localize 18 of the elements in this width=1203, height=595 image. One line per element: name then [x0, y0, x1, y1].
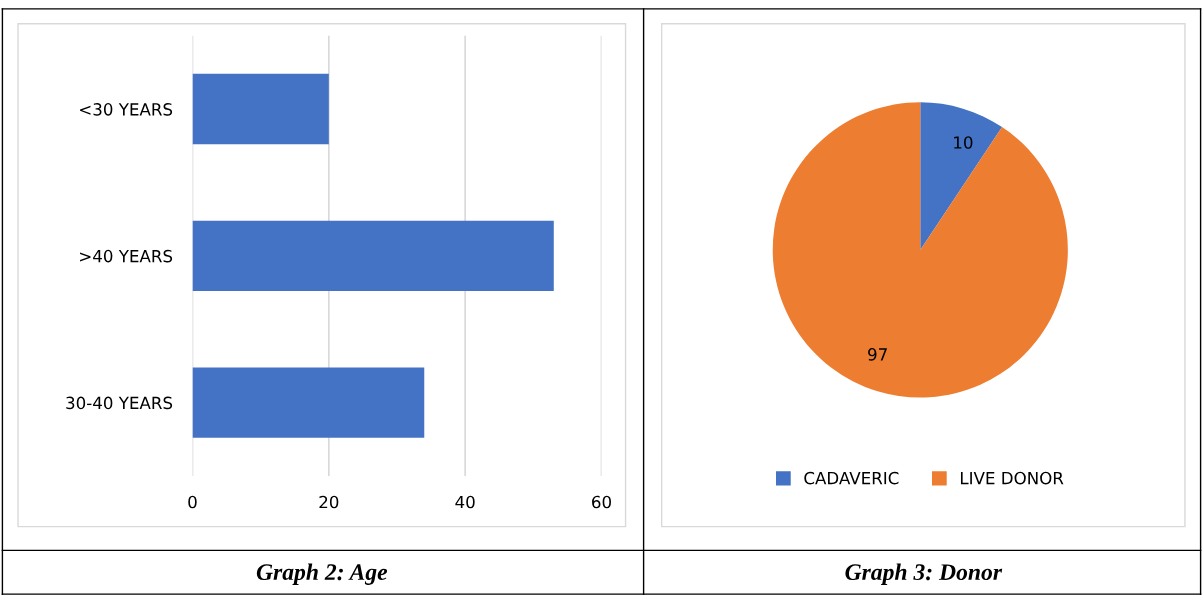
bar — [192, 73, 329, 145]
legend-label: CADAVERIC — [804, 471, 899, 485]
legend-label: LIVE DONOR — [960, 471, 1064, 485]
data-label: 10 — [954, 136, 973, 149]
y-tick-label: 30-40 YEARS — [66, 396, 173, 410]
pie-slice — [920, 102, 1003, 250]
bar — [192, 220, 554, 292]
x-tick-label: 40 — [455, 495, 475, 509]
y-tick-label: <30 YEARS — [80, 103, 173, 116]
pie-slice — [772, 102, 1068, 398]
text: Graph 2: Age — [256, 563, 388, 585]
bar — [192, 367, 425, 438]
x-tick-label: 20 — [319, 495, 339, 509]
data-label: 97 — [868, 348, 887, 361]
y-tick-label: >40 YEARS — [80, 249, 173, 263]
text: Graph 3: Donor — [845, 563, 1003, 585]
x-tick-label: 60 — [592, 495, 611, 509]
x-tick-label: 0 — [188, 495, 197, 509]
